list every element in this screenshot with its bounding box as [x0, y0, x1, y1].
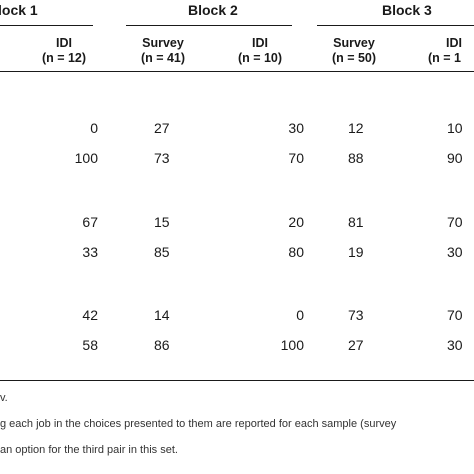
table-bottom-rule [0, 380, 474, 381]
cell-r1-b2-survey: 27 [154, 120, 170, 136]
footnote-1: v. [0, 392, 8, 404]
cell-r2-b1-idi: 100 [74, 150, 98, 166]
b3-idi-n: (n = 1 [428, 51, 461, 65]
cell-r4-b3-idi: 30 [447, 244, 463, 260]
cell-r5-b3-idi: 70 [447, 307, 463, 323]
block-2-header: Block 2 [188, 2, 238, 18]
cell-r4-b3-survey: 19 [348, 244, 364, 260]
cell-r5-b3-survey: 73 [348, 307, 364, 323]
cell-r3-b3-idi: 70 [447, 214, 463, 230]
cell-r3-b2-idi: 20 [288, 214, 304, 230]
cell-r1-b3-survey: 12 [348, 120, 364, 136]
b3-idi-title: IDI [446, 36, 462, 50]
cell-r6-b3-idi: 30 [447, 337, 463, 353]
block-3-rule [317, 25, 474, 26]
cell-r4-b1-idi: 33 [82, 244, 98, 260]
block-1-rule [0, 25, 93, 26]
b3-survey-header: Survey (n = 50) [318, 36, 390, 66]
cell-r3-b1-idi: 67 [82, 214, 98, 230]
cell-r2-b3-idi: 90 [447, 150, 463, 166]
cell-r2-b2-idi: 70 [288, 150, 304, 166]
b3-idi-header: IDI (n = 1 [428, 36, 474, 66]
cell-r1-b2-idi: 30 [288, 120, 304, 136]
cell-r6-b2-survey: 86 [154, 337, 170, 353]
cell-r1-b3-idi: 10 [447, 120, 463, 136]
b2-idi-n: (n = 10) [237, 51, 283, 65]
header-bottom-rule [0, 71, 474, 72]
b3-survey-title: Survey [333, 36, 375, 50]
b3-survey-n: (n = 50) [331, 51, 377, 65]
block-2-rule [126, 25, 292, 26]
cell-r4-b2-idi: 80 [288, 244, 304, 260]
b2-idi-header: IDI (n = 10) [226, 36, 294, 66]
b2-survey-n: (n = 41) [140, 51, 186, 65]
cell-r5-b2-idi: 0 [296, 307, 304, 323]
b2-survey-header: Survey (n = 41) [128, 36, 198, 66]
b1-idi-title: IDI [56, 36, 72, 50]
b2-idi-title: IDI [252, 36, 268, 50]
footnote-2: g each job in the choices presented to t… [0, 418, 397, 430]
cell-r3-b3-survey: 81 [348, 214, 364, 230]
b1-idi-header: IDI (n = 12) [30, 36, 98, 66]
cell-r5-b2-survey: 14 [154, 307, 170, 323]
b2-survey-title: Survey [142, 36, 184, 50]
block-1-header: lock 1 [0, 2, 38, 18]
cell-r4-b2-survey: 85 [154, 244, 170, 260]
cell-r5-b1-idi: 42 [82, 307, 98, 323]
cell-r3-b2-survey: 15 [154, 214, 170, 230]
cell-r6-b1-idi: 58 [82, 337, 98, 353]
block-3-header: Block 3 [382, 2, 432, 18]
cell-r6-b3-survey: 27 [348, 337, 364, 353]
cell-r6-b2-idi: 100 [280, 337, 304, 353]
cell-r2-b2-survey: 73 [154, 150, 170, 166]
cell-r1-b1-idi: 0 [90, 120, 98, 136]
cell-r2-b3-survey: 88 [348, 150, 364, 166]
b1-idi-n: (n = 12) [41, 51, 87, 65]
footnote-3: an option for the third pair in this set… [0, 444, 178, 456]
